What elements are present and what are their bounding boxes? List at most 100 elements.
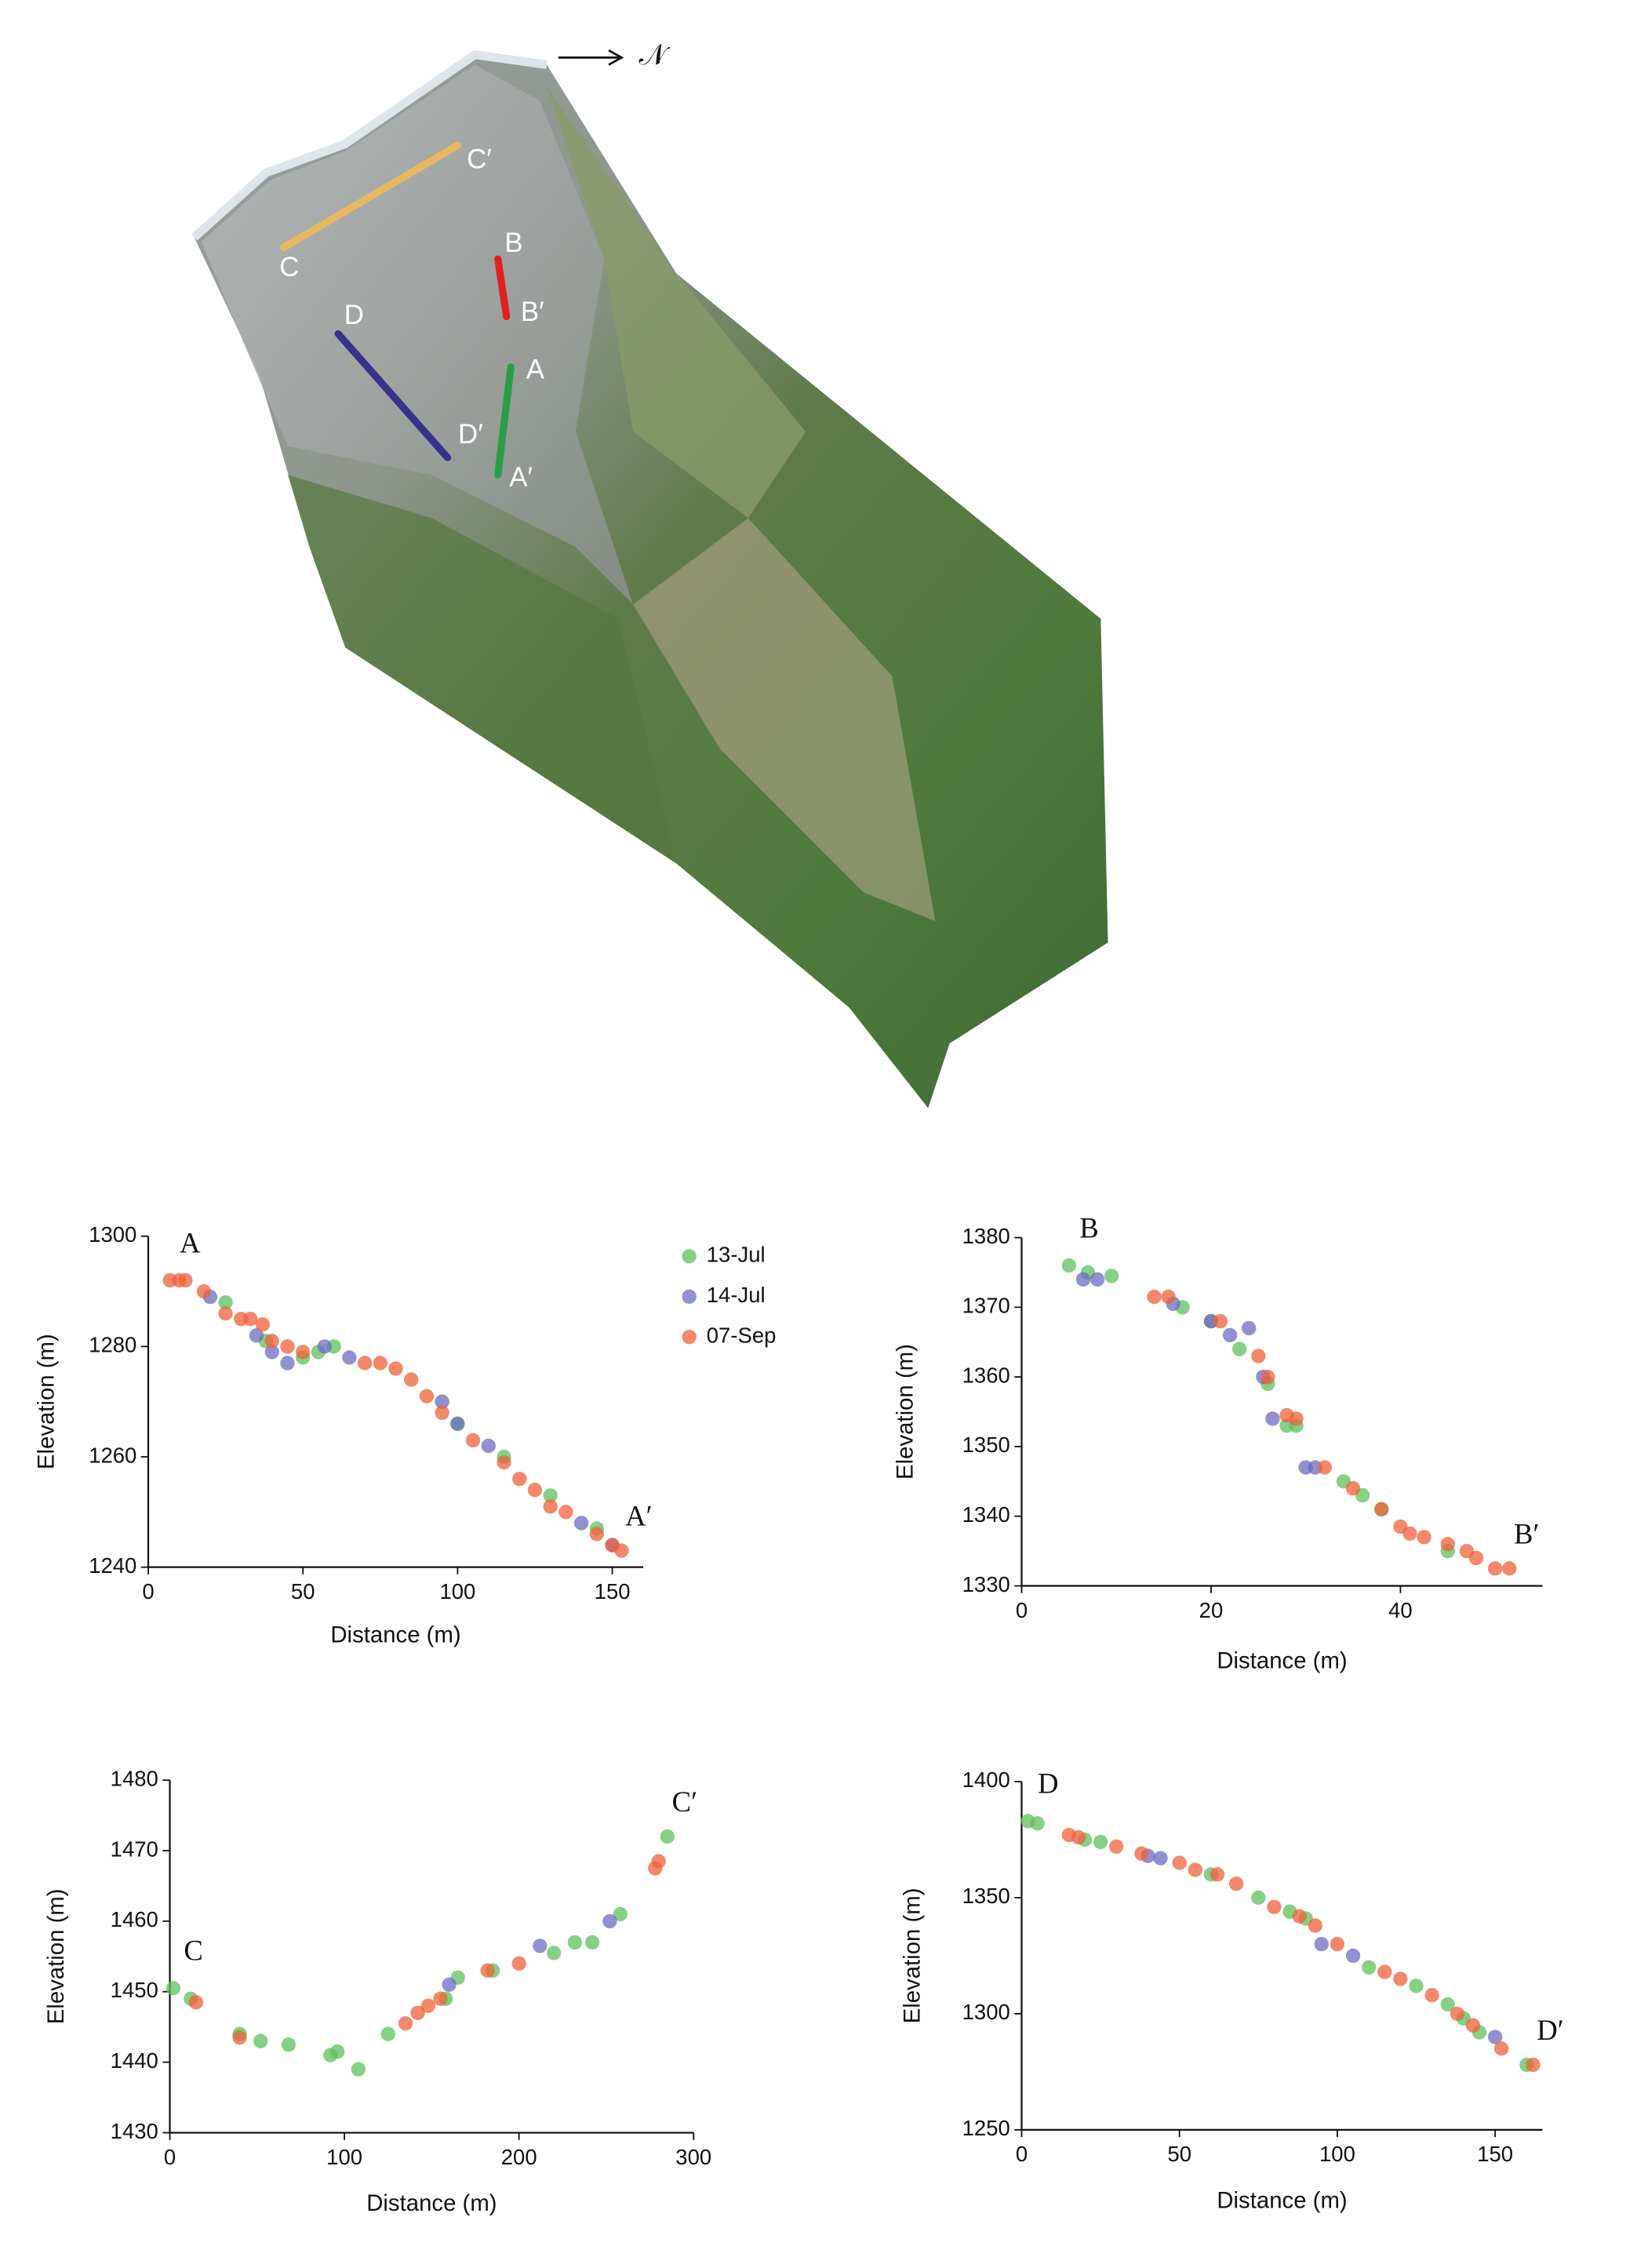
y-tick-label: 1300 [962, 2000, 1010, 2024]
y-tick-label: 1280 [89, 1333, 136, 1357]
data-point [1134, 1846, 1149, 1861]
legend-marker [682, 1329, 697, 1345]
profile-start-annotation: A [180, 1226, 201, 1258]
data-point [249, 1328, 264, 1343]
data-point [450, 1416, 465, 1431]
y-tick-label: 1350 [962, 1884, 1010, 1908]
data-point [1450, 2006, 1465, 2022]
x-tick-label: 100 [439, 1579, 475, 1604]
data-point [420, 1998, 436, 2013]
x-axis-title: Distance (m) [330, 1622, 460, 1647]
data-point [527, 1483, 543, 1498]
data-point [660, 1829, 675, 1844]
data-point [1242, 1320, 1257, 1336]
data-point [614, 1543, 629, 1558]
y-tick-label: 1380 [962, 1224, 1010, 1248]
y-tick-label: 1350 [962, 1433, 1010, 1457]
data-point [1089, 1272, 1105, 1287]
data-point [317, 1339, 332, 1354]
data-point [1417, 1530, 1431, 1545]
data-point [435, 1405, 449, 1420]
legend-label: 13-Jul [707, 1243, 766, 1267]
data-point [1153, 1851, 1168, 1866]
data-point [398, 2016, 413, 2031]
data-point [1487, 2030, 1503, 2044]
data-point [1104, 1269, 1119, 1283]
y-tick-label: 1360 [962, 1363, 1010, 1387]
x-tick-label: 0 [164, 2145, 176, 2169]
profile-chart: 1430 1440 1450 1460 1470 1480 0 100 200 300 Distan… [43, 1766, 711, 2216]
data-point [512, 1471, 527, 1487]
x-tick-label: 100 [1319, 2142, 1355, 2166]
data-point [1222, 1327, 1238, 1343]
data-point [1330, 1936, 1345, 1952]
data-point [1075, 1272, 1091, 1287]
y-tick-label: 1450 [111, 1978, 158, 2002]
data-point [1109, 1839, 1124, 1855]
y-tick-label: 1240 [89, 1553, 136, 1578]
legend-marker [682, 1249, 697, 1264]
y-axis-title: Elevation (m) [33, 1334, 59, 1469]
data-point [481, 1438, 497, 1454]
y-tick-label: 1440 [111, 2048, 158, 2073]
data-point [1093, 1834, 1108, 1850]
data-point [410, 2005, 425, 2020]
profile-start-label: B [504, 228, 522, 258]
profile-chart: 1250 1300 1350 1400 0 50 100 150 Distance (m) Ele… [900, 1767, 1564, 2214]
data-point [280, 1356, 295, 1371]
data-point [1393, 1971, 1408, 1986]
data-point [218, 1294, 233, 1310]
data-point [533, 1939, 547, 1953]
profile-start-label: A [526, 354, 545, 384]
data-point [253, 2033, 268, 2048]
data-point [351, 2062, 366, 2077]
data-point [1147, 1289, 1162, 1305]
profile-start-label: C [279, 252, 299, 282]
data-point [567, 1935, 583, 1950]
data-point [1265, 1411, 1280, 1426]
profile-end-label: D′ [458, 419, 483, 450]
data-point [1314, 1936, 1329, 1952]
data-point [1494, 2041, 1509, 2056]
x-tick-label: 50 [1167, 2142, 1191, 2166]
data-point [242, 1312, 258, 1327]
x-tick-label: 40 [1388, 1598, 1413, 1622]
data-point [404, 1372, 419, 1387]
profile-start-annotation: D [1038, 1767, 1058, 1800]
data-point [342, 1350, 357, 1365]
profile-end-label: B′ [521, 297, 544, 327]
x-axis-title: Distance (m) [366, 2190, 497, 2216]
data-point [543, 1499, 558, 1514]
profile-end-label: A′ [509, 462, 533, 493]
data-point [264, 1345, 279, 1360]
data-point [1502, 1561, 1517, 1576]
x-tick-label: 0 [1016, 1598, 1028, 1622]
x-tick-label: 50 [291, 1579, 315, 1604]
data-point [435, 1394, 449, 1409]
profile-end-label: C′ [467, 144, 492, 175]
legend-marker [682, 1289, 697, 1304]
data-point [1374, 1502, 1389, 1517]
data-point [1292, 1909, 1307, 1924]
y-tick-label: 1340 [962, 1502, 1010, 1527]
profile-start-annotation: C [184, 1935, 202, 1967]
data-point [1071, 1829, 1086, 1845]
data-point [1161, 1289, 1176, 1305]
data-point [602, 1913, 617, 1929]
x-tick-label: 150 [595, 1579, 631, 1604]
data-point [1424, 1988, 1439, 2003]
profile-end-annotation: C′ [672, 1786, 697, 1818]
legend-label: 07-Sep [707, 1323, 777, 1347]
profile-chart: 1330 1340 1350 1360 1370 1380 0 20 40 Distance (m… [892, 1211, 1543, 1673]
x-tick-label: 20 [1199, 1598, 1224, 1622]
data-point [1402, 1526, 1417, 1542]
data-point [433, 1991, 448, 2006]
data-point [558, 1505, 573, 1520]
data-point [442, 1977, 457, 1992]
x-axis-title: Distance (m) [1217, 1647, 1347, 1673]
data-point [1030, 1816, 1045, 1831]
data-point [1409, 1979, 1424, 1993]
data-point [589, 1527, 605, 1542]
data-point [613, 1906, 627, 1922]
